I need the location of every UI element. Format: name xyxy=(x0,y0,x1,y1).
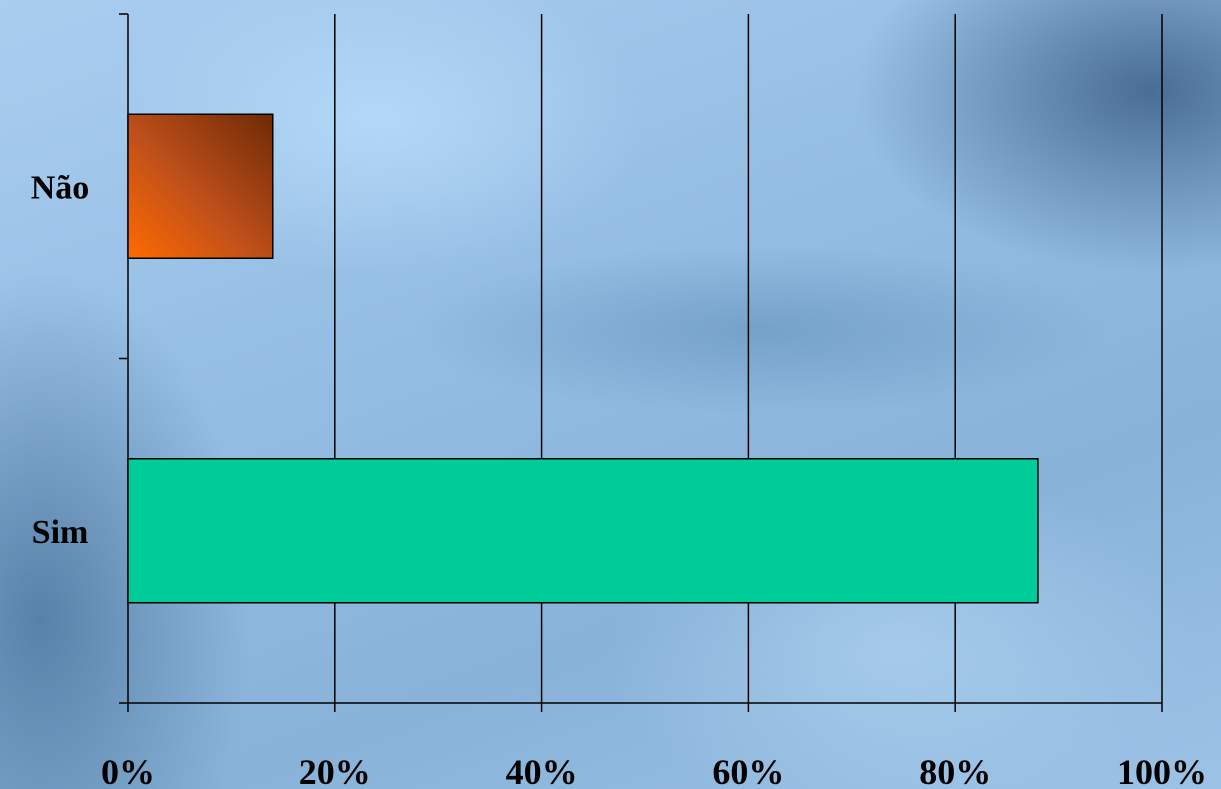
bar-sim xyxy=(127,458,1039,604)
x-tick-label-0: 0% xyxy=(101,752,155,789)
bar-nao xyxy=(127,113,274,259)
labels: 0% 20% 40% 60% 80% 100% Não Sim xyxy=(31,169,1207,789)
x-tick-label-2: 40% xyxy=(506,752,578,789)
x-tick-label-1: 20% xyxy=(299,752,371,789)
category-label-0: Não xyxy=(31,169,90,206)
category-label-1: Sim xyxy=(32,514,89,551)
x-tick-label-4: 80% xyxy=(919,752,991,789)
x-tick-label-5: 100% xyxy=(1117,752,1207,789)
axes xyxy=(119,13,1163,712)
bars xyxy=(127,113,1039,604)
x-tick-label-3: 60% xyxy=(712,752,784,789)
